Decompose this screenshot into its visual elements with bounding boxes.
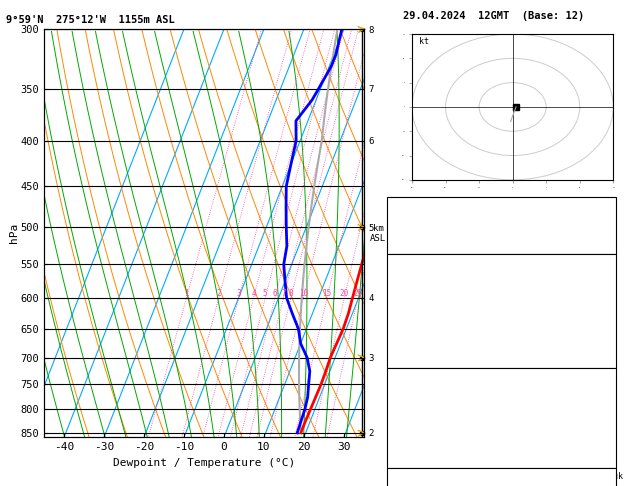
Text: 33: 33	[557, 201, 567, 210]
Text: 29.04.2024  12GMT  (Base: 12): 29.04.2024 12GMT (Base: 12)	[403, 11, 584, 21]
Text: PW (cm): PW (cm)	[393, 238, 431, 247]
Text: 1: 1	[184, 289, 189, 298]
Text: 4: 4	[557, 446, 562, 455]
Text: © weatheronline.co.uk: © weatheronline.co.uk	[518, 472, 623, 481]
Text: 345: 345	[557, 409, 573, 418]
Text: CIN (J): CIN (J)	[393, 369, 431, 378]
Text: 0: 0	[557, 350, 562, 360]
Text: 7: 7	[281, 289, 286, 298]
Text: 10: 10	[299, 289, 308, 298]
Text: 4: 4	[251, 289, 256, 298]
Text: 3: 3	[237, 289, 241, 298]
Text: 17.9: 17.9	[557, 295, 578, 304]
Text: 345: 345	[557, 313, 573, 323]
Text: θe(K): θe(K)	[393, 313, 420, 323]
Text: Lifted Index: Lifted Index	[393, 332, 458, 341]
Text: 1: 1	[557, 428, 562, 437]
Text: Pressure (mb): Pressure (mb)	[393, 391, 463, 400]
Text: 850: 850	[557, 391, 573, 400]
Text: 5: 5	[263, 289, 267, 298]
Text: 2: 2	[216, 289, 221, 298]
Text: CAPE (J): CAPE (J)	[393, 446, 436, 455]
Y-axis label: km
ASL: km ASL	[370, 224, 386, 243]
Text: Dewp (°C): Dewp (°C)	[393, 295, 442, 304]
Text: 0: 0	[557, 332, 562, 341]
Text: 6: 6	[273, 289, 277, 298]
Text: Totals Totals: Totals Totals	[393, 219, 463, 228]
Text: Hodograph: Hodograph	[451, 472, 499, 481]
Text: 15: 15	[323, 289, 331, 298]
Text: K: K	[393, 201, 399, 210]
Text: 68: 68	[557, 465, 567, 474]
Text: 43: 43	[557, 219, 567, 228]
Text: θe (K): θe (K)	[393, 409, 425, 418]
X-axis label: Dewpoint / Temperature (°C): Dewpoint / Temperature (°C)	[113, 458, 295, 468]
Text: Temp (°C): Temp (°C)	[393, 277, 442, 286]
Text: Lifted Index: Lifted Index	[393, 428, 458, 437]
Text: 8: 8	[289, 289, 293, 298]
Text: CIN (J): CIN (J)	[393, 465, 431, 474]
Text: 20: 20	[340, 289, 349, 298]
Text: 3.62: 3.62	[557, 238, 578, 247]
Text: 25: 25	[353, 289, 363, 298]
Text: 9°59'N  275°12'W  1155m ASL: 9°59'N 275°12'W 1155m ASL	[6, 15, 175, 25]
Text: Most Unstable: Most Unstable	[440, 372, 510, 382]
Text: CAPE (J): CAPE (J)	[393, 350, 436, 360]
Y-axis label: hPa: hPa	[9, 223, 19, 243]
Text: 89: 89	[557, 369, 567, 378]
Text: Surface: Surface	[456, 258, 494, 267]
Text: kt: kt	[419, 37, 429, 46]
Text: 18.8: 18.8	[557, 277, 578, 286]
